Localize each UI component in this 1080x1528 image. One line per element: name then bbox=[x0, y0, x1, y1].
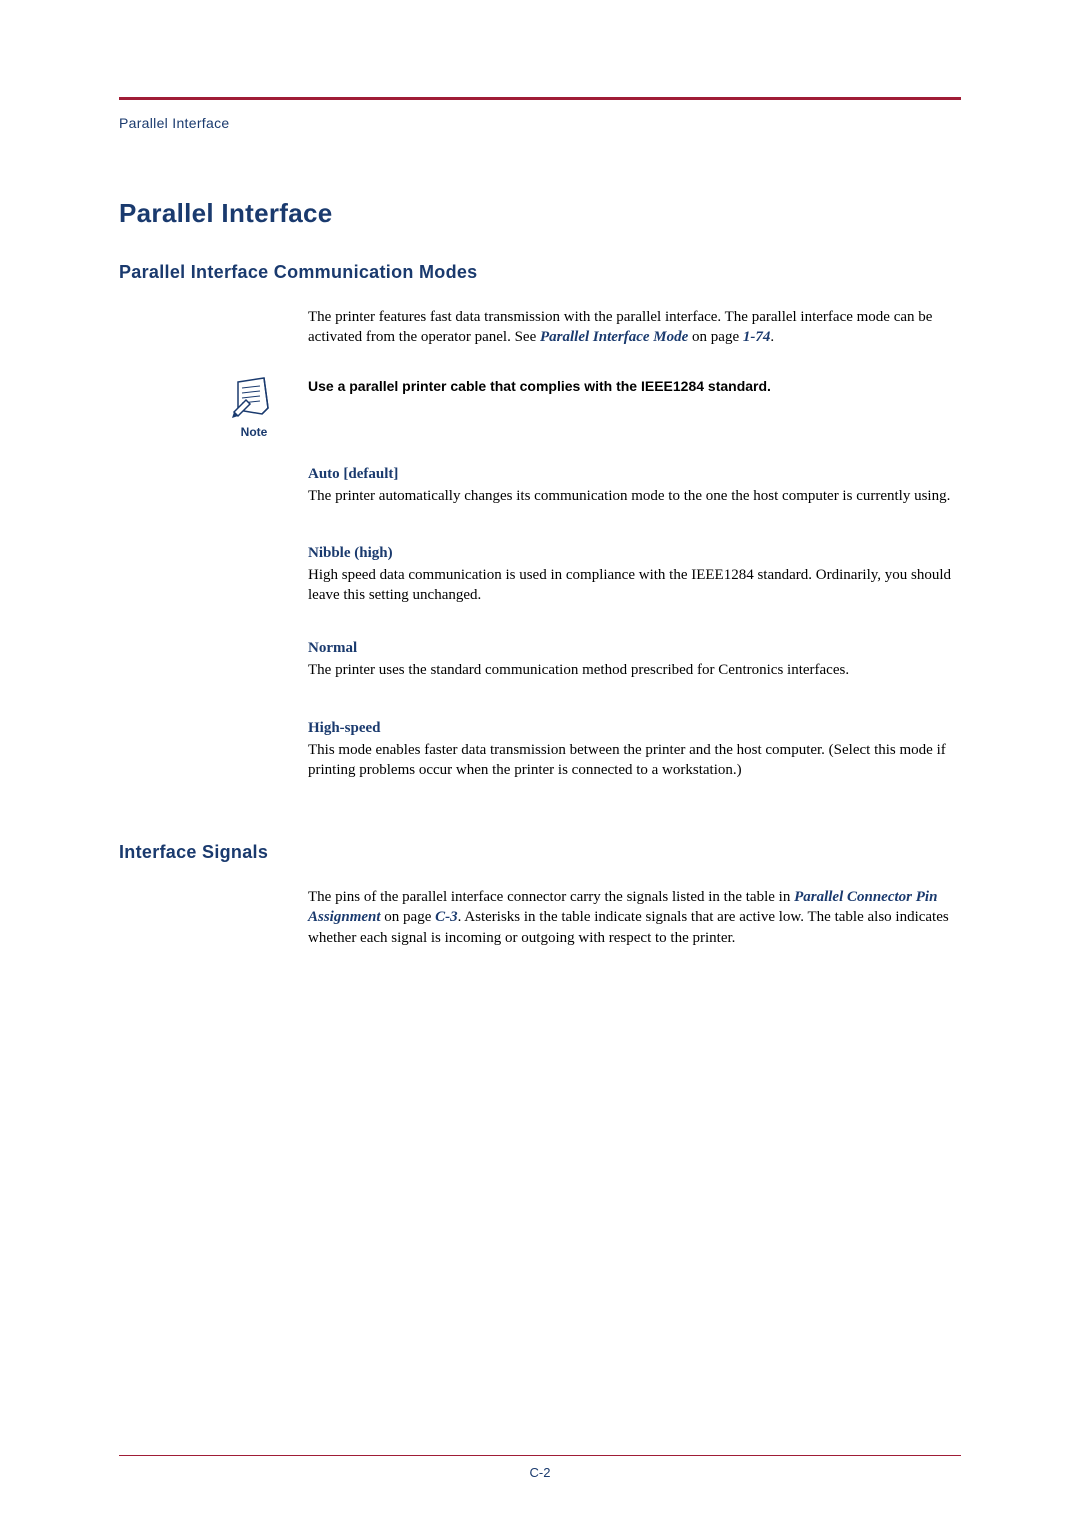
section-heading-interface-signals: Interface Signals bbox=[119, 842, 268, 863]
page-title: Parallel Interface bbox=[119, 198, 333, 229]
section-heading-communication-modes: Parallel Interface Communication Modes bbox=[119, 262, 478, 283]
mode-highspeed-title: High-speed bbox=[308, 720, 381, 737]
mode-auto-body: The printer automatically changes its co… bbox=[308, 486, 961, 506]
mode-nibble-title: Nibble (high) bbox=[308, 545, 393, 562]
note-text: Use a parallel printer cable that compli… bbox=[308, 378, 961, 394]
note-label: Note bbox=[232, 425, 276, 439]
intro-text-post: . bbox=[770, 329, 774, 345]
link-page-c-3[interactable]: C-3 bbox=[435, 909, 458, 925]
link-parallel-interface-mode[interactable]: Parallel Interface Mode bbox=[540, 329, 688, 345]
mode-normal-body: The printer uses the standard communicat… bbox=[308, 660, 961, 680]
mode-nibble-body: High speed data communication is used in… bbox=[308, 565, 961, 606]
footer-rule bbox=[119, 1455, 961, 1456]
mode-highspeed-body: This mode enables faster data transmissi… bbox=[308, 740, 961, 781]
intro-text-mid: on page bbox=[688, 329, 743, 345]
signals-text-pre: The pins of the parallel interface conne… bbox=[308, 889, 794, 905]
interface-signals-paragraph: The pins of the parallel interface conne… bbox=[308, 887, 961, 948]
top-rule bbox=[119, 97, 961, 100]
link-page-1-74[interactable]: 1-74 bbox=[743, 329, 771, 345]
mode-auto-title: Auto [default] bbox=[308, 466, 398, 483]
intro-paragraph: The printer features fast data transmiss… bbox=[308, 307, 961, 348]
page-number: C-2 bbox=[0, 1465, 1080, 1480]
note-icon: Note bbox=[232, 374, 276, 439]
running-head: Parallel Interface bbox=[119, 115, 229, 131]
mode-normal-title: Normal bbox=[308, 640, 357, 657]
signals-text-mid: on page bbox=[381, 909, 436, 925]
